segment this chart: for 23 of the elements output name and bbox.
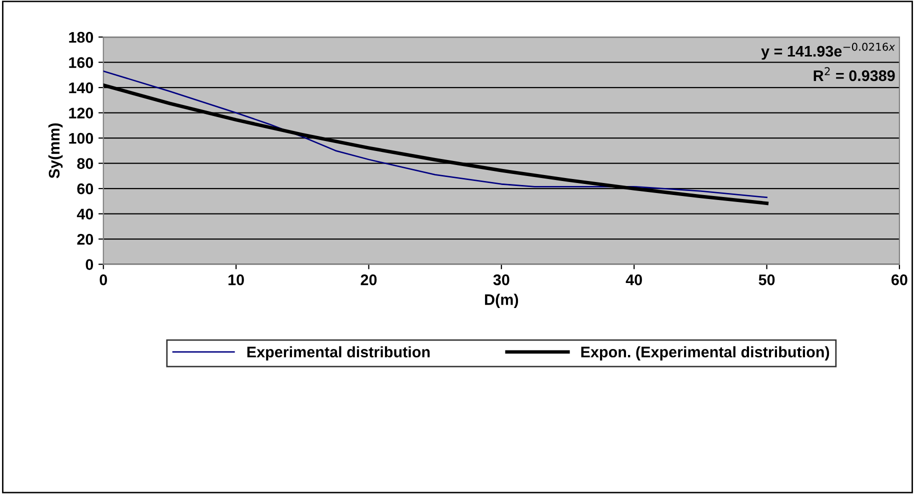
annotation: y = 141.93e$^{−0.0216x}$ xyxy=(761,42,896,60)
y-tick-label: 80 xyxy=(77,158,94,169)
y-tick-label: 160 xyxy=(69,57,94,68)
legend-label: Experimental distribution xyxy=(247,346,430,360)
y-tick-label: 140 xyxy=(69,82,94,94)
y-tick-label: 180 xyxy=(69,32,94,43)
y-tick-label: 40 xyxy=(76,208,94,220)
x-tick-label: 40 xyxy=(626,274,642,286)
y-tick-label: 0 xyxy=(86,259,94,270)
y-tick-label: 120 xyxy=(69,108,94,118)
x-tick-label: 10 xyxy=(228,274,244,286)
y-tick-label: 60 xyxy=(77,183,94,194)
legend-label: Expon. (Experimental distribution) xyxy=(581,346,830,360)
x-tick-label: 20 xyxy=(360,274,377,286)
x-tick-label: 0 xyxy=(100,274,108,286)
y-tick-label: 100 xyxy=(69,132,94,144)
y-tick-label: 20 xyxy=(77,234,94,245)
annotation: R$^{2}$ = 0.9389 xyxy=(814,67,895,82)
x-axis-title: D(m) xyxy=(485,294,518,308)
x-tick-label: 50 xyxy=(758,274,775,286)
x-tick-label: 30 xyxy=(493,274,510,286)
y-axis-title: Sy(mm) xyxy=(48,123,63,178)
x-tick-label: 60 xyxy=(892,274,908,286)
